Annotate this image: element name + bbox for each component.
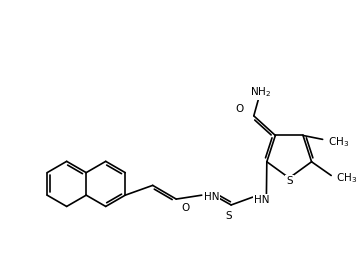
Text: NH$_2$: NH$_2$ [250,85,271,99]
Text: CH$_3$: CH$_3$ [328,135,349,149]
Text: S: S [226,211,233,221]
Text: S: S [286,176,293,186]
Text: HN: HN [254,195,269,205]
Text: CH$_3$: CH$_3$ [336,172,357,185]
Text: O: O [181,203,189,213]
Text: O: O [236,104,244,114]
Text: HN: HN [204,192,219,202]
